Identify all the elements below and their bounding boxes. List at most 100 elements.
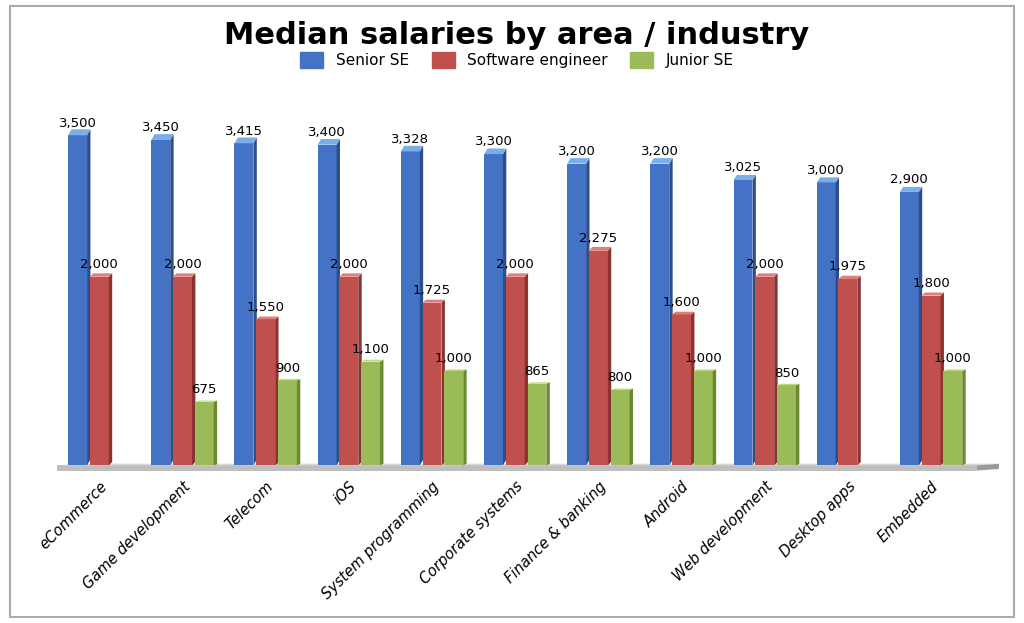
Bar [90,277,109,465]
Bar [69,135,87,465]
Bar [278,381,297,465]
Bar [484,154,503,465]
Polygon shape [444,369,467,371]
Bar [756,277,774,465]
Legend: Senior SE, Software engineer, Junior SE: Senior SE, Software engineer, Junior SE [293,45,741,76]
Polygon shape [278,379,300,381]
Bar [527,384,547,465]
Text: 3,500: 3,500 [58,117,96,130]
Polygon shape [586,158,590,465]
Polygon shape [420,146,423,465]
Polygon shape [919,187,923,465]
Polygon shape [256,316,279,319]
Text: 1,600: 1,600 [663,296,700,309]
Text: 3,450: 3,450 [142,121,180,135]
Text: 1,550: 1,550 [247,300,285,313]
Bar [444,371,463,465]
Polygon shape [777,384,800,385]
Polygon shape [109,273,113,465]
Polygon shape [922,293,944,295]
Polygon shape [484,148,506,154]
Text: 1,000: 1,000 [684,353,722,365]
Bar [900,192,919,465]
Polygon shape [524,273,528,465]
Bar [694,371,713,465]
Polygon shape [506,273,528,277]
Polygon shape [441,300,444,465]
Polygon shape [195,401,217,402]
Polygon shape [400,146,423,151]
Polygon shape [940,293,944,465]
Polygon shape [630,389,633,465]
Polygon shape [234,138,257,143]
Text: 1,725: 1,725 [413,284,452,297]
Bar [567,164,586,465]
Polygon shape [527,383,550,384]
Polygon shape [774,273,777,465]
Text: 3,200: 3,200 [641,145,679,158]
Text: 2,900: 2,900 [891,173,928,186]
Bar [423,303,441,465]
Bar [339,277,358,465]
Text: 1,800: 1,800 [912,277,950,290]
Text: 800: 800 [607,371,633,384]
Polygon shape [608,247,611,465]
Polygon shape [380,359,383,465]
Text: 3,300: 3,300 [474,135,512,148]
Bar [672,315,691,465]
Bar [152,140,170,465]
Bar [173,277,191,465]
Text: 3,400: 3,400 [308,126,346,139]
Polygon shape [943,369,966,371]
Polygon shape [963,369,966,465]
Polygon shape [90,273,113,277]
Bar [400,151,420,465]
Bar [650,164,670,465]
Polygon shape [56,464,1000,465]
Text: 1,100: 1,100 [351,343,389,356]
Bar [256,319,275,465]
Polygon shape [214,401,217,465]
Text: 675: 675 [191,383,217,396]
Polygon shape [796,384,800,465]
Polygon shape [691,312,694,465]
Polygon shape [694,369,716,371]
Polygon shape [857,276,861,465]
Text: 2,275: 2,275 [580,232,617,245]
Bar [56,465,977,470]
Bar [317,145,337,465]
Polygon shape [836,178,839,465]
Text: 1,000: 1,000 [934,353,972,365]
Bar [817,183,836,465]
Polygon shape [672,312,694,315]
Bar [361,361,380,465]
Bar [506,277,524,465]
Polygon shape [337,139,340,465]
Text: 3,025: 3,025 [724,161,762,174]
Polygon shape [191,273,196,465]
Polygon shape [753,175,756,465]
Text: 850: 850 [774,366,799,379]
Text: 1,000: 1,000 [435,353,473,365]
Polygon shape [253,138,257,465]
Polygon shape [670,158,673,465]
Bar [589,251,608,465]
Polygon shape [713,369,716,465]
Text: 2,000: 2,000 [81,258,118,271]
Polygon shape [423,300,444,303]
Text: 2,000: 2,000 [745,258,783,271]
Text: 1,975: 1,975 [828,260,867,273]
Bar [943,371,963,465]
Polygon shape [275,316,279,465]
Polygon shape [733,175,756,180]
Bar [610,390,630,465]
Polygon shape [817,178,839,183]
Bar [922,295,940,465]
Polygon shape [547,383,550,465]
Text: 3,415: 3,415 [225,125,263,138]
Text: 3,328: 3,328 [391,133,429,146]
Title: Median salaries by area / industry: Median salaries by area / industry [224,21,810,50]
Bar [839,279,857,465]
Text: 3,000: 3,000 [807,164,845,177]
Polygon shape [463,369,467,465]
